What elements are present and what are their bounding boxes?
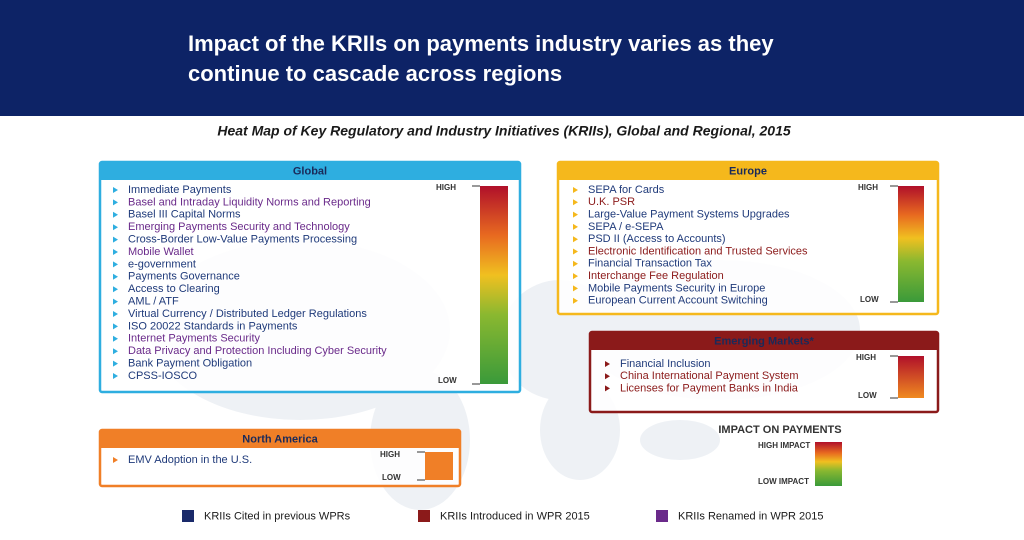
initiative: SEPA for Cards bbox=[588, 184, 665, 196]
initiative: U.K. PSR bbox=[588, 196, 635, 208]
scale-high: HIGH bbox=[858, 183, 878, 192]
initiative: ISO 20022 Standards in Payments bbox=[128, 320, 298, 332]
panel-title: North America bbox=[242, 433, 318, 445]
heat-scale bbox=[898, 186, 924, 302]
bullet bbox=[573, 248, 578, 255]
bullet bbox=[113, 348, 118, 355]
initiative: Payments Governance bbox=[128, 271, 240, 283]
panel-title: Europe bbox=[729, 165, 767, 177]
initiative: e-government bbox=[128, 258, 196, 270]
bullet bbox=[573, 211, 578, 218]
initiative: Bank Payment Obligation bbox=[128, 358, 252, 370]
bullet bbox=[573, 223, 578, 230]
initiative: Large-Value Payment Systems Upgrades bbox=[588, 209, 790, 221]
bullet bbox=[573, 273, 578, 280]
initiative: Immediate Payments bbox=[128, 184, 232, 196]
initiative: EMV Adoption in the U.S. bbox=[128, 454, 252, 466]
header-title: Impact of the KRIIs on payments industry… bbox=[188, 31, 774, 56]
bullet bbox=[573, 236, 578, 243]
scale-high: HIGH bbox=[436, 183, 456, 192]
bullet bbox=[113, 211, 118, 218]
legend-label: KRIIs Introduced in WPR 2015 bbox=[440, 510, 590, 522]
initiative: AML / ATF bbox=[128, 296, 179, 308]
bullet bbox=[113, 311, 118, 317]
header-band bbox=[0, 0, 1024, 116]
panel-header bbox=[590, 332, 938, 350]
initiative: SEPA / e-SEPA bbox=[588, 221, 664, 233]
header-title: continue to cascade across regions bbox=[188, 61, 562, 86]
heat-scale bbox=[898, 356, 924, 398]
bullet bbox=[605, 361, 610, 367]
impact-scale bbox=[815, 442, 842, 486]
legend-label: KRIIs Cited in previous WPRs bbox=[204, 510, 351, 522]
scale-low: LOW bbox=[438, 376, 457, 385]
legend-swatch bbox=[418, 510, 430, 522]
initiative: Licenses for Payment Banks in India bbox=[620, 382, 799, 394]
impact-low: LOW IMPACT bbox=[758, 477, 809, 486]
initiative: China International Payment System bbox=[620, 370, 799, 382]
panel-title: Emerging Markets* bbox=[714, 335, 814, 347]
panel-header bbox=[100, 162, 520, 180]
bullet bbox=[573, 260, 578, 267]
bullet bbox=[605, 385, 610, 392]
initiative: Virtual Currency / Distributed Ledger Re… bbox=[128, 308, 367, 320]
subtitle: Heat Map of Key Regulatory and Industry … bbox=[217, 123, 791, 139]
bullet bbox=[113, 286, 118, 293]
heat-scale bbox=[480, 186, 508, 384]
bullet bbox=[113, 457, 118, 463]
initiative: Mobile Wallet bbox=[128, 246, 194, 258]
legend-swatch bbox=[656, 510, 668, 522]
initiative: Cross-Border Low-Value Payments Processi… bbox=[128, 234, 357, 246]
bullet bbox=[113, 335, 118, 342]
bullet bbox=[113, 236, 118, 243]
scale-high: HIGH bbox=[856, 353, 876, 362]
bullet bbox=[113, 298, 118, 305]
scale-low: LOW bbox=[382, 473, 401, 482]
initiative: Data Privacy and Protection Including Cy… bbox=[128, 345, 387, 357]
initiative: Basel III Capital Norms bbox=[128, 209, 241, 221]
bullet bbox=[573, 187, 578, 193]
bullet bbox=[573, 285, 578, 292]
bullet bbox=[113, 187, 118, 193]
scale-low: LOW bbox=[860, 295, 879, 304]
bullet bbox=[113, 360, 118, 367]
initiative: Electronic Identification and Trusted Se… bbox=[588, 245, 808, 257]
bullet bbox=[113, 224, 118, 231]
bullet bbox=[573, 199, 578, 206]
panel-title: Global bbox=[293, 165, 327, 177]
legend-swatch bbox=[182, 510, 194, 522]
legend-label: KRIIs Renamed in WPR 2015 bbox=[678, 510, 824, 522]
impact-high: HIGH IMPACT bbox=[758, 441, 810, 450]
initiative: European Current Account Switching bbox=[588, 295, 768, 307]
impact-title: IMPACT ON PAYMENTS bbox=[718, 424, 841, 436]
bullet bbox=[113, 323, 118, 330]
initiative: Mobile Payments Security in Europe bbox=[588, 282, 765, 294]
initiative: Emerging Payments Security and Technolog… bbox=[128, 221, 350, 233]
panel-header bbox=[558, 162, 938, 180]
scale-low: LOW bbox=[858, 391, 877, 400]
heat-scale bbox=[425, 452, 453, 480]
initiative: CPSS-IOSCO bbox=[128, 370, 198, 382]
initiative: Financial Inclusion bbox=[620, 358, 711, 370]
initiative: Internet Payments Security bbox=[128, 333, 261, 345]
initiative: Basel and Intraday Liquidity Norms and R… bbox=[128, 196, 371, 208]
initiative: Financial Transaction Tax bbox=[588, 258, 712, 270]
bullet bbox=[113, 199, 118, 206]
bullet bbox=[113, 273, 118, 280]
bullet bbox=[605, 373, 610, 380]
bullet bbox=[113, 249, 118, 255]
scale-high: HIGH bbox=[380, 450, 400, 459]
bullet bbox=[573, 297, 578, 304]
initiative: PSD II (Access to Accounts) bbox=[588, 233, 726, 245]
bullet bbox=[113, 261, 118, 268]
initiative: Access to Clearing bbox=[128, 283, 220, 295]
panel-header bbox=[100, 430, 460, 448]
initiative: Interchange Fee Regulation bbox=[588, 270, 724, 282]
bullet bbox=[113, 373, 118, 379]
